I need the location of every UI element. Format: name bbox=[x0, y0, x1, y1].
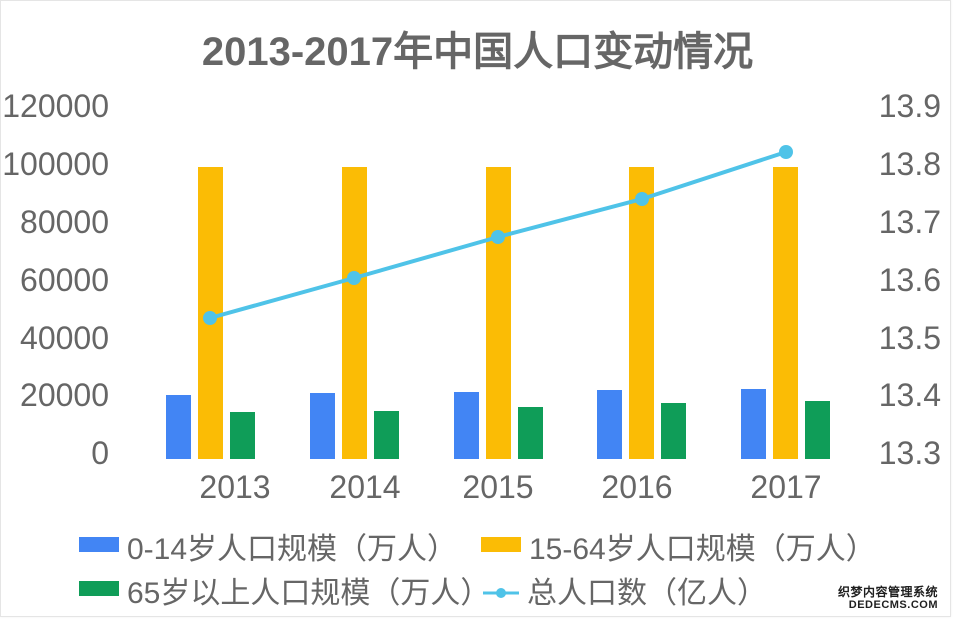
svg-text:2013: 2013 bbox=[199, 469, 270, 501]
svg-text:13.4: 13.4 bbox=[879, 377, 941, 413]
svg-text:13.7: 13.7 bbox=[879, 204, 941, 240]
svg-text:13.9: 13.9 bbox=[879, 88, 941, 124]
svg-text:13.3: 13.3 bbox=[879, 435, 941, 471]
svg-text:20000: 20000 bbox=[20, 377, 109, 413]
svg-text:40000: 40000 bbox=[20, 320, 109, 356]
svg-text:13.6: 13.6 bbox=[879, 262, 941, 298]
svg-text:2016: 2016 bbox=[601, 469, 672, 501]
svg-text:13.8: 13.8 bbox=[879, 146, 941, 182]
svg-text:120000: 120000 bbox=[2, 88, 109, 124]
svg-text:2015: 2015 bbox=[462, 469, 533, 501]
svg-text:60000: 60000 bbox=[20, 262, 109, 298]
svg-text:0: 0 bbox=[91, 435, 109, 471]
svg-text:100000: 100000 bbox=[2, 146, 109, 182]
svg-text:2017: 2017 bbox=[750, 469, 821, 501]
svg-text:80000: 80000 bbox=[20, 204, 109, 240]
svg-text:13.5: 13.5 bbox=[879, 320, 941, 356]
svg-text:2014: 2014 bbox=[329, 469, 400, 501]
